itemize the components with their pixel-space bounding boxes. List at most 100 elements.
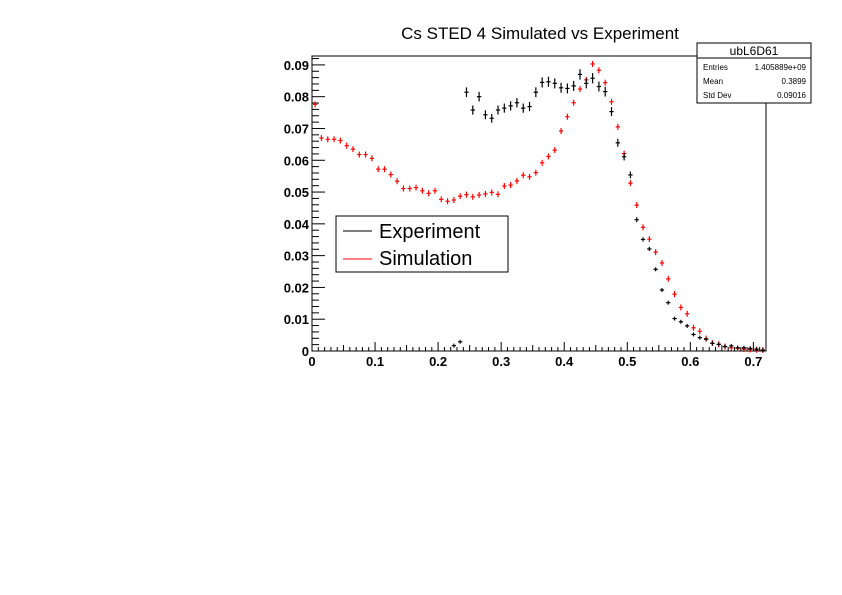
data-point [413, 184, 419, 191]
data-point [590, 60, 595, 67]
data-point [407, 185, 412, 192]
data-point [508, 101, 513, 111]
legend-label-simulation: Simulation [379, 248, 472, 270]
data-point [558, 128, 564, 135]
data-point [678, 304, 684, 311]
y-tick-label: 0.02 [284, 280, 309, 295]
data-point [628, 180, 633, 187]
y-tick-label: 0.07 [284, 121, 309, 136]
data-point [552, 78, 557, 89]
data-point [741, 345, 747, 350]
data-point [565, 113, 570, 120]
data-point [369, 155, 375, 162]
data-point [376, 166, 381, 173]
data-point [659, 259, 665, 266]
legend: Experiment Simulation [335, 215, 509, 273]
data-point [363, 151, 368, 158]
data-point [394, 178, 400, 185]
data-point [659, 287, 665, 292]
data-point [533, 87, 538, 98]
data-point [603, 86, 608, 97]
data-point [754, 347, 759, 352]
data-point [338, 137, 343, 144]
data-point [691, 332, 696, 337]
data-point [640, 224, 646, 231]
chart-title: Cs STED 4 Simulated vs Experiment [401, 24, 679, 43]
y-tick-label: 0.04 [284, 217, 310, 232]
data-point [640, 237, 646, 242]
data-point [577, 86, 583, 93]
y-tick-label: 0 [302, 344, 309, 359]
data-point [615, 123, 620, 130]
data-point [344, 142, 349, 149]
data-point [716, 342, 721, 347]
stats-box: ubL6D61 Entries 1.405889e+09 Mean 0.3899… [696, 42, 812, 104]
data-point [401, 185, 406, 192]
data-point [502, 103, 507, 113]
data-point [760, 348, 765, 353]
data-point [527, 173, 532, 180]
data-point [685, 323, 690, 328]
x-tick-label: 0.6 [681, 354, 699, 369]
data-point [615, 138, 620, 147]
data-point [445, 198, 450, 205]
data-point [558, 82, 564, 93]
data-point [420, 187, 425, 194]
data-point [691, 324, 696, 331]
data-point [521, 103, 526, 113]
series-simulation [313, 60, 765, 354]
legend-box [335, 215, 509, 273]
data-point [577, 69, 583, 80]
data-point [495, 105, 501, 115]
data-point [678, 319, 684, 324]
stats-mean-value: 0.3899 [782, 77, 807, 86]
stats-stddev-value: 0.09016 [777, 91, 806, 100]
data-point [382, 166, 387, 173]
data-point [514, 177, 520, 184]
data-point [432, 187, 438, 194]
data-point [426, 190, 431, 197]
data-point [470, 193, 475, 200]
data-point [653, 249, 658, 256]
data-point [634, 217, 639, 223]
data-point [729, 343, 734, 348]
data-point [546, 153, 551, 160]
data-point [609, 98, 614, 105]
data-point [609, 107, 614, 117]
data-point [603, 79, 608, 86]
series-experiment [451, 69, 765, 353]
data-point [476, 91, 482, 102]
data-point [672, 291, 677, 298]
data-point [634, 202, 639, 209]
stats-mean-label: Mean [703, 77, 723, 86]
data-point [325, 136, 330, 143]
data-point [571, 80, 576, 91]
data-point [735, 345, 740, 350]
data-point [552, 147, 557, 154]
y-tick-label: 0.06 [284, 153, 309, 168]
x-tick-label: 0.3 [492, 354, 510, 369]
data-point [483, 110, 488, 120]
data-point [527, 101, 532, 112]
data-point [439, 196, 444, 203]
stats-entries-label: Entries [703, 63, 728, 72]
data-point [489, 113, 494, 123]
x-tick-label: 0.1 [366, 354, 384, 369]
x-tick-label: 0.4 [555, 354, 574, 369]
data-point [357, 151, 362, 158]
y-tick-label: 0.08 [284, 90, 309, 105]
data-point [319, 135, 324, 142]
data-point [514, 98, 520, 108]
data-point [331, 136, 337, 143]
stats-stddev-label: Std Dev [703, 91, 731, 100]
data-point [685, 310, 690, 317]
data-point [565, 83, 570, 94]
data-point [489, 189, 494, 196]
data-point [476, 191, 482, 198]
data-point [697, 328, 702, 335]
data-point [546, 76, 551, 87]
data-point [703, 337, 709, 342]
data-point [653, 267, 658, 272]
data-point [666, 275, 671, 282]
